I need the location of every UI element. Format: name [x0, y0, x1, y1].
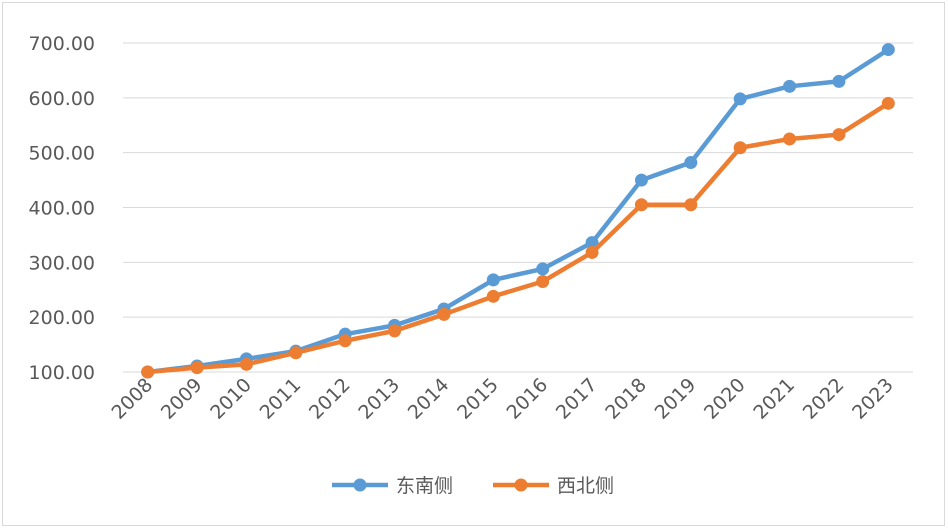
data-point — [783, 132, 797, 146]
y-tick-label: 300.00 — [29, 252, 95, 274]
data-point — [338, 334, 352, 348]
x-tick-label: 2009 — [157, 374, 207, 424]
legend-item: 东南侧 — [332, 475, 453, 497]
data-point — [289, 346, 303, 360]
legend: 东南侧 西北侧 — [332, 475, 614, 497]
data-point — [733, 141, 747, 155]
y-tick-label: 700.00 — [29, 33, 95, 55]
y-tick-label: 600.00 — [29, 88, 95, 110]
legend-swatch-marker — [514, 478, 528, 492]
x-tick-label: 2020 — [700, 374, 750, 424]
x-tick-label: 2019 — [651, 374, 701, 424]
x-tick-label: 2014 — [404, 374, 454, 424]
data-point — [634, 173, 648, 187]
x-tick-label: 2018 — [601, 374, 651, 424]
y-axis-ticks: 100.00 200.00 300.00 400.00 500.00 600.00 700.… — [29, 33, 95, 384]
x-tick-label: 2013 — [354, 374, 404, 424]
series-line — [145, 47, 891, 375]
data-point — [536, 275, 550, 289]
x-tick-label: 2021 — [749, 374, 799, 424]
data-point — [881, 96, 895, 110]
series-1 — [141, 43, 895, 379]
data-point — [486, 289, 500, 303]
series-2 — [141, 96, 895, 379]
y-tick-label: 200.00 — [29, 307, 95, 329]
x-axis-ticks: 2008 2009 2010 2011 2012 2013 2014 2015 2016 2017… — [107, 374, 897, 424]
data-point — [141, 365, 155, 379]
x-tick-label: 2022 — [799, 374, 849, 424]
data-point — [388, 324, 402, 338]
data-point — [536, 262, 550, 276]
data-point — [239, 357, 253, 371]
x-tick-label: 2011 — [256, 374, 306, 424]
data-point — [585, 236, 599, 250]
x-tick-label: 2012 — [305, 374, 355, 424]
x-tick-label: 2017 — [552, 374, 602, 424]
data-point — [733, 92, 747, 106]
data-point — [684, 156, 698, 170]
y-tick-label: 400.00 — [29, 198, 95, 220]
legend-swatch-marker — [353, 478, 367, 492]
legend-item: 西北侧 — [493, 475, 614, 497]
x-tick-label: 2023 — [848, 374, 898, 424]
data-point — [437, 307, 451, 321]
x-tick-label: 2010 — [206, 374, 256, 424]
series-line — [145, 101, 891, 375]
data-point — [783, 79, 797, 93]
series-layer — [141, 43, 895, 379]
data-point — [585, 245, 599, 259]
data-point — [684, 198, 698, 212]
data-point — [190, 361, 204, 375]
data-point — [881, 43, 895, 57]
x-tick-label: 2008 — [107, 374, 157, 424]
gridlines — [123, 42, 913, 318]
y-tick-label: 100.00 — [29, 362, 95, 384]
data-point — [832, 128, 846, 142]
legend-label: 东南侧 — [396, 475, 453, 497]
x-tick-label: 2015 — [453, 374, 503, 424]
y-tick-label: 500.00 — [29, 143, 95, 165]
data-point — [486, 273, 500, 287]
data-point — [832, 74, 846, 88]
data-point — [634, 198, 648, 212]
legend-label: 西北侧 — [557, 475, 614, 497]
x-tick-label: 2016 — [502, 374, 552, 424]
